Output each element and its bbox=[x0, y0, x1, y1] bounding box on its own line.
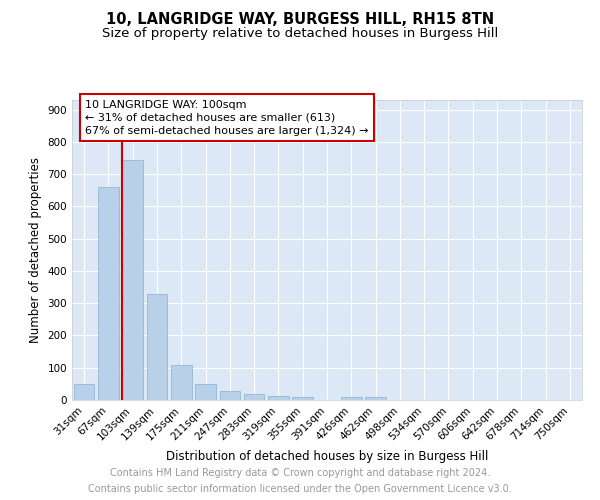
Bar bbox=[220, 392, 240, 400]
X-axis label: Distribution of detached houses by size in Burgess Hill: Distribution of detached houses by size … bbox=[166, 450, 488, 463]
Text: Contains public sector information licensed under the Open Government Licence v3: Contains public sector information licen… bbox=[88, 484, 512, 494]
Text: 10, LANGRIDGE WAY, BURGESS HILL, RH15 8TN: 10, LANGRIDGE WAY, BURGESS HILL, RH15 8T… bbox=[106, 12, 494, 28]
Bar bbox=[74, 384, 94, 400]
Text: 10 LANGRIDGE WAY: 100sqm
← 31% of detached houses are smaller (613)
67% of semi-: 10 LANGRIDGE WAY: 100sqm ← 31% of detach… bbox=[85, 100, 369, 136]
Bar bbox=[365, 397, 386, 400]
Bar bbox=[268, 396, 289, 400]
Bar bbox=[146, 294, 167, 400]
Bar bbox=[292, 397, 313, 400]
Bar bbox=[171, 366, 191, 400]
Bar bbox=[244, 394, 265, 400]
Bar bbox=[98, 187, 119, 400]
Bar bbox=[122, 160, 143, 400]
Y-axis label: Number of detached properties: Number of detached properties bbox=[29, 157, 42, 343]
Bar bbox=[195, 384, 216, 400]
Bar bbox=[341, 397, 362, 400]
Text: Contains HM Land Registry data © Crown copyright and database right 2024.: Contains HM Land Registry data © Crown c… bbox=[110, 468, 490, 477]
Text: Size of property relative to detached houses in Burgess Hill: Size of property relative to detached ho… bbox=[102, 28, 498, 40]
